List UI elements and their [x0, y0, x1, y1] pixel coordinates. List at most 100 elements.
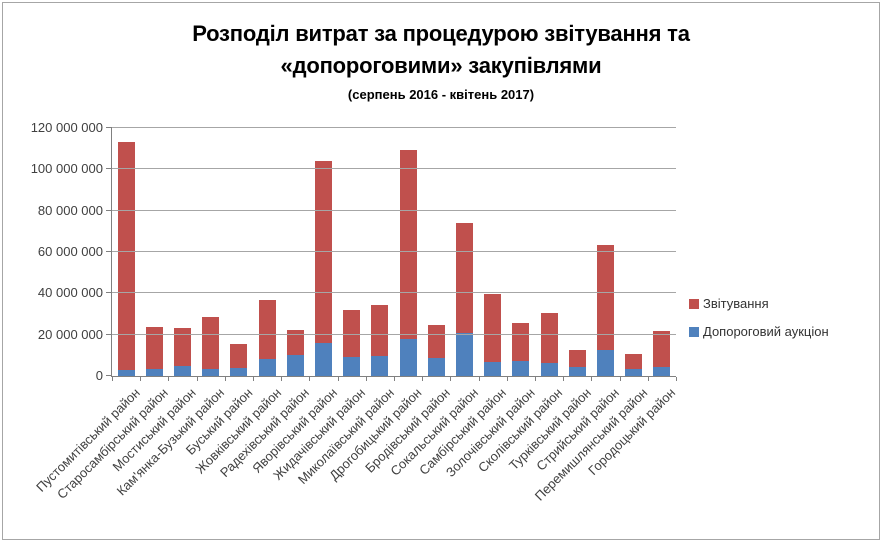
x-axis-tick: [140, 377, 142, 381]
bar-segment-zvituvannia: [371, 304, 389, 357]
chart-title-line1: Розподіл витрат за процедурою звітування…: [192, 21, 690, 46]
bar-segment-zvituvannia: [343, 309, 361, 358]
bar-segment-zvituvannia: [202, 317, 220, 369]
bar-slot: [197, 128, 225, 376]
x-axis-label: Радехівський район: [216, 385, 312, 481]
gridline: [112, 168, 676, 170]
bars-container: [112, 128, 676, 376]
bar-segment-zvituvannia: [625, 354, 643, 370]
x-axis-label: Буський район: [182, 385, 256, 458]
bar-slot: [168, 128, 196, 376]
bar-slot: [253, 128, 281, 376]
bar-segment-dopohovyi-auktsion: [258, 359, 276, 376]
x-axis-label: Кам'янка-Бузький район: [113, 385, 228, 499]
bar-segment-dopohovyi-auktsion: [117, 369, 135, 376]
bar-segment-dopohovyi-auktsion: [512, 360, 530, 376]
x-axis-tick: [253, 377, 254, 381]
gridline: [112, 127, 676, 128]
bar-slot: [422, 128, 450, 376]
bar-slot: [620, 128, 648, 376]
y-axis-tick: [106, 209, 112, 211]
stacked-bar: [315, 128, 333, 376]
bar-segment-zvituvannia: [117, 142, 135, 370]
stacked-bar: [653, 128, 671, 376]
bar-slot: [140, 128, 168, 376]
x-axis-tick: [506, 377, 508, 381]
bar-segment-zvituvannia: [174, 328, 191, 366]
bar-segment-dopohovyi-auktsion: [399, 338, 417, 376]
y-axis-label: 40 000 000: [37, 285, 103, 301]
bar-slot: [479, 128, 507, 376]
y-axis-tick: [106, 292, 112, 294]
bar-segment-zvituvannia: [399, 149, 417, 339]
legend-item: Допороговий аукціон: [689, 324, 829, 339]
y-axis-label: 20 000 000: [37, 326, 103, 342]
x-axis-label: Стрийський район: [533, 385, 623, 474]
bar-slot: [394, 128, 422, 376]
x-axis-tick: [337, 377, 339, 381]
y-axis-label: 120 000 000: [30, 120, 103, 135]
bar-slot: [450, 128, 478, 376]
bar-segment-zvituvannia: [145, 327, 163, 369]
x-axis-tick: [591, 377, 593, 381]
stacked-bar: [625, 128, 643, 376]
bar-segment-dopohovyi-auktsion: [456, 332, 474, 376]
x-axis-tick: [309, 377, 311, 381]
x-axis-label: Старосамбірський район: [54, 385, 171, 502]
bar-slot: [507, 128, 535, 376]
bar-segment-dopohovyi-auktsion: [230, 367, 248, 376]
chart-subtitle: (серпень 2016 - квітень 2017): [347, 87, 535, 102]
bar-segment-dopohovyi-auktsion: [371, 356, 389, 376]
bar-segment-dopohovyi-auktsion: [427, 358, 445, 376]
bar-segment-dopohovyi-auktsion: [540, 362, 558, 376]
x-axis-tick: [478, 377, 480, 381]
y-axis-tick: [106, 127, 112, 128]
bar-segment-zvituvannia: [315, 161, 333, 343]
x-axis-label: Яворівський район: [249, 385, 341, 476]
bar-segment-dopohovyi-auktsion: [174, 365, 191, 376]
x-axis-label: Пустомитівський район: [32, 385, 143, 495]
x-axis-label: Сокальський район: [387, 385, 482, 479]
bar-slot: [366, 128, 394, 376]
bar-segment-zvituvannia: [512, 323, 530, 361]
legend-swatch-icon: [689, 326, 699, 337]
x-axis-tick: [281, 377, 283, 381]
x-axis-label: Мостиський район: [109, 385, 200, 475]
x-axis-label: Миколаївський район: [294, 385, 397, 488]
x-axis-tick: [224, 377, 226, 381]
x-axis-label: Бродівський район: [362, 385, 453, 476]
legend-item: Звітування: [689, 296, 829, 311]
x-axis-tick: [535, 377, 536, 381]
stacked-bar: [540, 128, 558, 376]
stacked-bar: [512, 128, 530, 376]
y-axis: 0 20 000 000 40 000 000 60 000 000 80 000 00…: [3, 120, 103, 383]
stacked-bar: [286, 128, 304, 376]
stacked-bar: [371, 128, 389, 376]
bar-segment-zvituvannia: [653, 330, 671, 368]
bar-slot: [338, 128, 366, 376]
bar-segment-dopohovyi-auktsion: [653, 367, 671, 376]
x-axis-label: Жовківський район: [192, 385, 284, 477]
bar-segment-dopohovyi-auktsion: [202, 368, 220, 376]
stacked-bar: [427, 128, 445, 376]
bar-slot: [309, 128, 337, 376]
legend: Звітування Допороговий аукціон: [689, 296, 829, 352]
legend-swatch-icon: [689, 298, 699, 309]
bar-segment-dopohovyi-auktsion: [343, 357, 361, 376]
x-axis-tick: [112, 377, 113, 381]
stacked-bar: [202, 128, 220, 376]
bar-slot: [648, 128, 676, 376]
stacked-bar: [230, 128, 248, 376]
x-axis-tick: [168, 377, 170, 381]
bar-segment-zvituvannia: [484, 294, 502, 362]
stacked-bar: [117, 128, 135, 376]
y-axis-label: 0: [95, 368, 103, 383]
y-axis-tick: [106, 251, 112, 252]
gridline: [112, 209, 676, 211]
legend-label: Допороговий аукціон: [703, 324, 829, 339]
gridline: [112, 251, 676, 252]
bar-slot: [591, 128, 619, 376]
x-axis-label: Турківський район: [505, 385, 594, 473]
x-axis-tick: [563, 377, 565, 381]
